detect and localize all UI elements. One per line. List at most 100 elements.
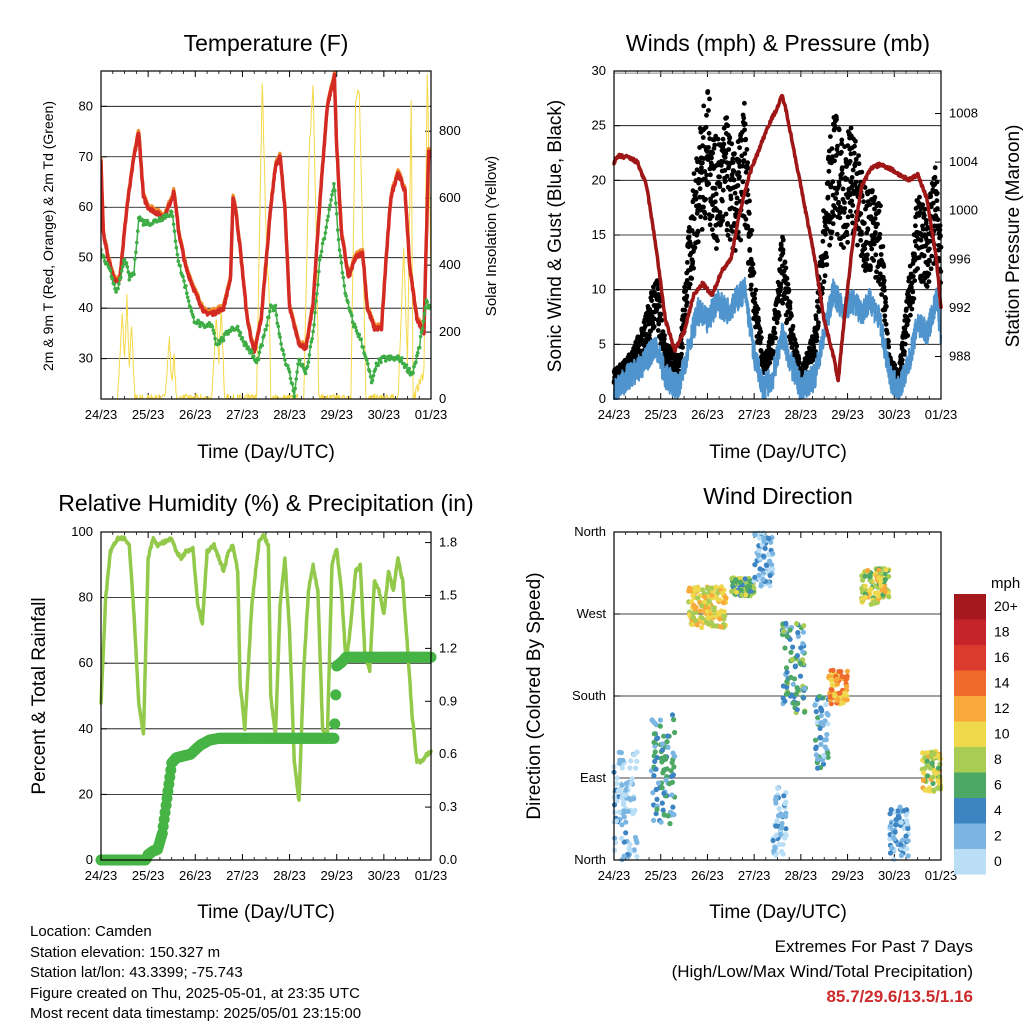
winds-y2-tick-label: 1008 xyxy=(949,106,978,121)
gust-point xyxy=(862,220,867,226)
dewpoint-point xyxy=(303,371,308,376)
speed-legend-label: 18 xyxy=(994,624,1010,640)
gust-point xyxy=(685,260,690,265)
dewpoint-point xyxy=(326,214,331,219)
dewpoint-point xyxy=(367,369,372,374)
winds-y-label: Sonic Wind & Gust (Blue, Black) xyxy=(545,100,566,372)
gust-point xyxy=(934,190,940,196)
humidity-x-tick-label: 26/23 xyxy=(179,868,212,883)
wind-direction-x-tick-label: 27/23 xyxy=(738,868,771,883)
gust-point xyxy=(853,156,859,162)
wind-direction-point xyxy=(661,767,667,773)
wind-direction-point xyxy=(691,602,697,609)
temperature-series-group xyxy=(101,71,431,399)
gust-point xyxy=(792,337,798,343)
dewpoint-point xyxy=(359,337,364,342)
speed-legend-label: 0 xyxy=(994,853,1002,869)
gust-point xyxy=(737,145,742,151)
wind-direction-point xyxy=(839,700,845,706)
dewpoint-point xyxy=(340,271,345,275)
gust-point xyxy=(743,136,749,142)
gust-point xyxy=(859,231,864,237)
wind-direction-point xyxy=(627,847,633,853)
wind-direction-point xyxy=(793,691,799,697)
gust-point xyxy=(722,155,728,160)
wind-direction-point xyxy=(776,806,782,812)
gust-point xyxy=(845,239,850,245)
dewpoint-point xyxy=(322,236,327,241)
gust-point xyxy=(744,147,750,152)
humidity-y2-tick-label: 1.5 xyxy=(439,587,457,602)
dewpoint-point xyxy=(301,362,305,367)
gust-point xyxy=(755,306,761,312)
wind-direction-point xyxy=(756,548,762,554)
gust-point xyxy=(753,287,759,293)
speed-legend-label: 16 xyxy=(994,649,1010,665)
wind-direction-point xyxy=(794,653,801,659)
gust-point xyxy=(658,311,664,317)
wind-direction-point xyxy=(623,787,629,793)
gust-point xyxy=(794,350,800,355)
dewpoint-point xyxy=(400,356,404,360)
wind-direction-point xyxy=(709,585,715,591)
temperature-y-tick-label: 70 xyxy=(79,149,93,164)
gust-point xyxy=(696,203,702,209)
gust-point xyxy=(856,161,862,167)
wind-direction-point xyxy=(651,739,657,745)
station-latlon: Station lat/lon: 43.3399; -75.743 xyxy=(30,964,243,981)
gust-point xyxy=(736,158,742,164)
dewpoint-point xyxy=(379,360,383,365)
winds-x-tick-label: 27/23 xyxy=(738,407,771,422)
gust-point xyxy=(850,220,855,226)
wind-direction-point xyxy=(782,801,788,807)
dewpoint-point xyxy=(244,342,248,347)
wind-direction-point xyxy=(844,683,850,690)
gust-point xyxy=(722,168,728,173)
gust-point xyxy=(717,210,723,215)
gust-point xyxy=(745,224,751,230)
dewpoint-point xyxy=(333,188,337,193)
temperature-y-tick-label: 60 xyxy=(79,199,93,214)
gust-point xyxy=(715,238,720,244)
dewpoint-point xyxy=(354,328,359,333)
wind-direction-point xyxy=(815,765,821,771)
wind-direction-x-tick-label: 24/23 xyxy=(598,868,631,883)
wind-direction-point xyxy=(760,576,766,583)
gust-point xyxy=(937,223,943,229)
dewpoint-point xyxy=(127,278,132,282)
speed-legend-swatch xyxy=(954,696,986,722)
gust-point xyxy=(690,259,696,265)
wind-direction-point xyxy=(813,752,819,758)
figure-created: Figure created on Thu, 2025-05-01, at 23… xyxy=(30,984,360,1002)
gust-point xyxy=(646,332,652,338)
gust-point xyxy=(736,170,741,175)
wind-direction-point xyxy=(782,835,788,841)
gust-point xyxy=(732,190,738,196)
dewpoint-point xyxy=(213,336,217,341)
gust-point xyxy=(735,183,741,188)
gust-point xyxy=(813,316,819,322)
gust-point xyxy=(706,130,712,136)
gust-point xyxy=(731,169,737,174)
wind-direction-point xyxy=(711,607,717,613)
dewpoint-point xyxy=(338,254,343,258)
dewpoint-point xyxy=(298,358,302,362)
wind-direction-point xyxy=(836,668,842,675)
temperature-x-tick-label: 29/23 xyxy=(320,407,353,422)
wind-direction-point xyxy=(882,576,888,583)
gust-point xyxy=(701,204,706,210)
dewpoint-point xyxy=(318,254,323,258)
wind-direction-point xyxy=(788,649,794,655)
recent-timestamp: Most recent data timestamp: 2025/05/01 2… xyxy=(30,1005,362,1022)
dewpoint-point xyxy=(257,350,262,355)
gust-point xyxy=(720,136,726,142)
wind-direction-point xyxy=(784,669,790,675)
dewpoint-point xyxy=(178,264,182,268)
wind-direction-point xyxy=(651,731,658,737)
gust-point xyxy=(789,345,795,350)
speed-legend-label: 10 xyxy=(994,726,1010,742)
wind-direction-point xyxy=(619,822,625,828)
gust-point xyxy=(785,281,791,287)
wind-direction-point xyxy=(898,819,904,825)
gust-point xyxy=(823,231,828,237)
